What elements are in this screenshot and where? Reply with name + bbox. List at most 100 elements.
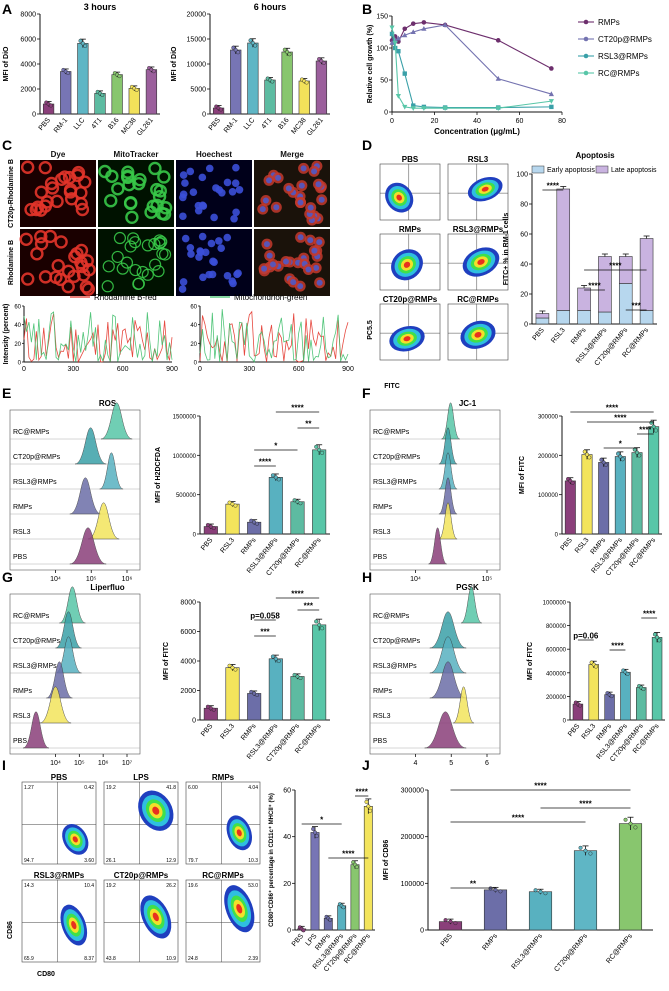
y-axis-label: MFI of FITC [519, 456, 526, 494]
microscopy-tile [98, 229, 174, 296]
data-point [498, 889, 503, 894]
chart-title: Apoptosis [575, 151, 615, 160]
histogram-label: CT20p@RMPs [13, 454, 61, 461]
significance-label: **** [606, 404, 619, 413]
cell [146, 199, 160, 213]
data-point [253, 43, 258, 48]
cell-nucleus [297, 199, 304, 206]
data-point [649, 420, 654, 425]
data-point [250, 41, 255, 46]
bar-RSL3 [225, 503, 240, 535]
quadrant-value: 8.37 [84, 956, 94, 962]
cell [148, 161, 162, 176]
panel-a-chart-6h: 0 5000 10000 15000 20000 MFI of DiO 6 hours PBS… [171, 2, 330, 137]
panel-e-chart: 0 500000 1000000 1500000 MFI of H2DCFDA PBS RS… [155, 404, 330, 577]
microscopy-header: MitoTracker [114, 150, 159, 159]
data-point [578, 703, 583, 708]
flow-plot-title: RSL3@RMPs [453, 225, 504, 234]
flow-plot-title: PBS [402, 155, 419, 164]
x-tick-label: 900 [166, 366, 178, 373]
y-tick-label: 0 [18, 361, 22, 367]
quadrant-value: 26.1 [106, 858, 116, 864]
panel-label-b: B [362, 1, 372, 17]
y-tick-label: 1500000 [173, 415, 197, 421]
density-contour [403, 336, 411, 342]
legend-swatch [531, 165, 545, 174]
histogram-label: PBS [373, 738, 387, 745]
cell [30, 247, 44, 261]
significance-label: **** [547, 182, 560, 191]
flow-plot-frame [185, 781, 261, 865]
cell [102, 260, 115, 273]
bar-RC@RMPs [651, 637, 663, 721]
microscopy-header: Dye [51, 150, 66, 159]
category-label: RSL3 [550, 327, 567, 345]
cell-nucleus [207, 239, 216, 248]
category-label: RSL3@RMPs [511, 932, 545, 970]
cell-nucleus [273, 204, 280, 211]
cell-nucleus [217, 244, 225, 252]
cell [111, 250, 124, 264]
category-label: RMPs [240, 536, 258, 555]
microscopy-row-label: Rhodamine B [8, 240, 15, 285]
bar-RMPs-Early apoptosis [577, 310, 591, 325]
bar-LLC [77, 43, 89, 115]
bar-RM-1 [230, 49, 242, 115]
bar-RC@RMPs-Late apoptosis [639, 238, 654, 311]
category-label: RM-1 [223, 117, 239, 135]
data-point [366, 804, 371, 809]
y-axis-label: MFI of H2DCFDA [155, 447, 162, 503]
quadrant-value: 19.2 [106, 883, 116, 889]
histogram-label: PBS [13, 554, 27, 561]
data-point [236, 50, 241, 55]
quadrant-value: 2.39 [248, 956, 258, 962]
data-point [255, 692, 260, 697]
series-point [402, 71, 407, 76]
series-line-CT20p@RMPs [391, 24, 552, 95]
y-tick-label: 0 [287, 928, 291, 935]
cell [104, 194, 118, 208]
category-label: PBS [291, 933, 306, 948]
cell-nucleus [199, 273, 207, 282]
cell-nucleus [315, 181, 322, 188]
data-point [620, 457, 625, 462]
y-tick-label: 60 [190, 305, 197, 311]
legend-entry: RC@RMPs [598, 69, 639, 78]
x-tick-label: 10⁶ [122, 576, 133, 583]
cell-nucleus [179, 278, 188, 286]
histogram-curve [55, 611, 82, 649]
category-label: RMPs [240, 722, 258, 741]
significance-label: * [274, 442, 278, 451]
data-point [601, 460, 606, 465]
series-point [495, 75, 501, 81]
y-tick-label: 80 [520, 202, 528, 209]
cell-nucleus [318, 196, 325, 203]
bar-RSL3 [225, 667, 240, 721]
bar-RC@RMPs [312, 624, 327, 721]
y-axis-label: CD80⁺CD86⁺ percentage in CD11c⁺ MHCII⁺ (… [268, 793, 275, 927]
intensity-profile [199, 310, 349, 363]
cell-nucleus [262, 197, 269, 204]
data-point [117, 74, 122, 79]
category-label: LLC [73, 117, 87, 131]
y-axis-label: MFI of DiO [171, 46, 178, 82]
y-tick-label: 100 [516, 172, 528, 179]
quadrant-value: 3.60 [84, 858, 94, 864]
bar-CT20p@RMPs [631, 452, 643, 535]
cell [128, 236, 142, 249]
series-point [402, 26, 408, 32]
y-tick-label: 0 [192, 718, 196, 725]
data-point [652, 632, 657, 637]
density-contour [152, 806, 160, 815]
bar-B16 [281, 51, 293, 115]
series-point [421, 26, 427, 31]
chart-title: 3 hours [84, 2, 117, 12]
y-tick-label: 200000 [546, 695, 567, 701]
x-tick-label: 10⁴ [410, 576, 421, 583]
bar-RMPs [483, 889, 508, 931]
bar-GL261 [145, 69, 158, 115]
cell [49, 270, 63, 284]
cell-nucleus [189, 188, 198, 197]
data-point [341, 905, 346, 910]
legend-marker [583, 36, 589, 42]
